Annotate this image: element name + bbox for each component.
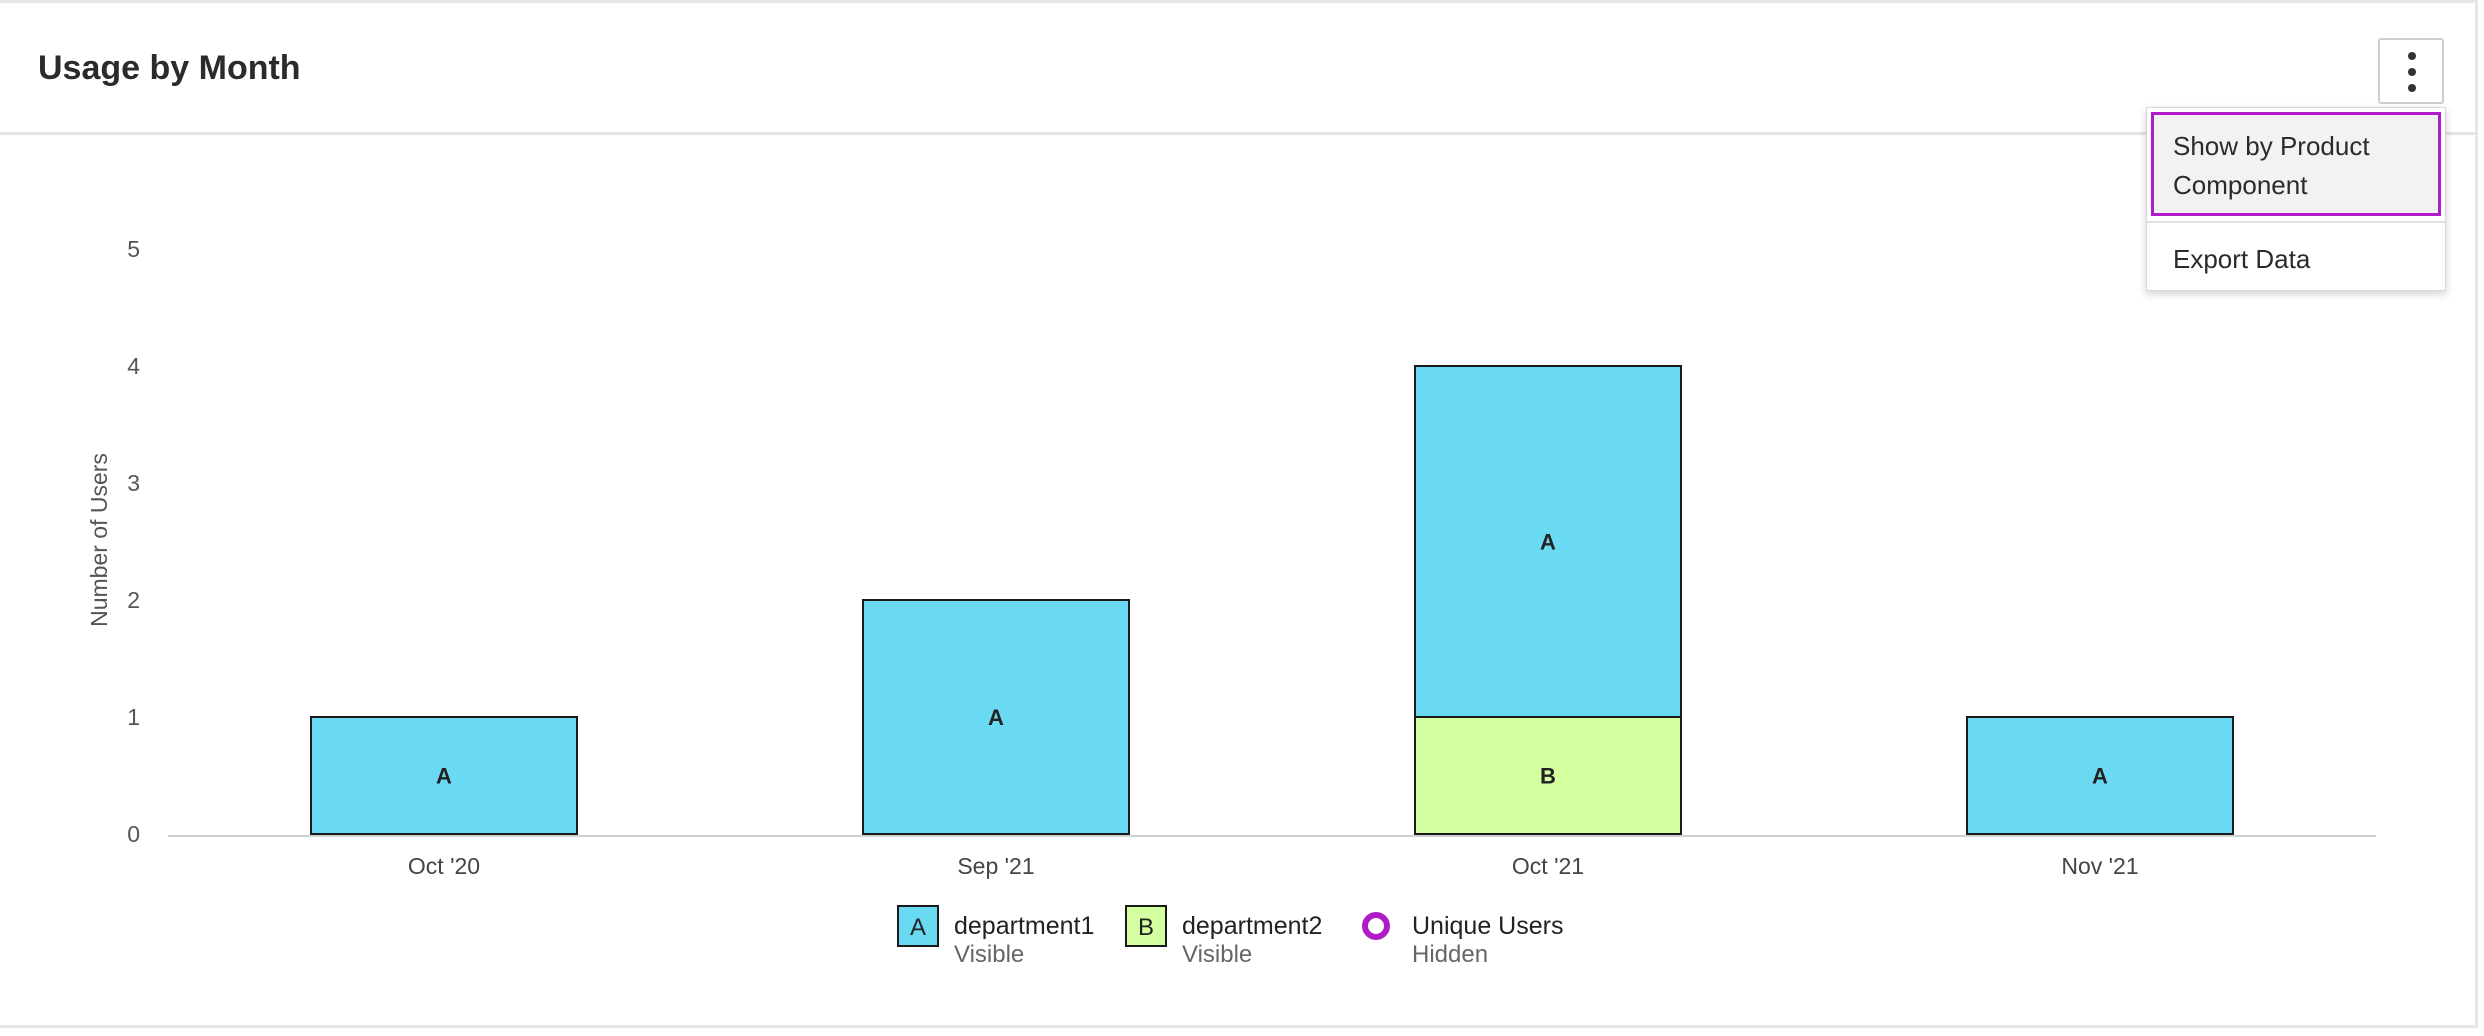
ring-icon <box>1362 912 1390 940</box>
legend-item-status: Visible <box>1182 941 1252 968</box>
card-header: Usage by Month <box>0 3 2476 135</box>
menu-item-show-by-product-component[interactable]: Show by Product Component <box>2151 112 2441 216</box>
legend-item-name: department1 <box>954 912 1094 940</box>
legend-item-status: Hidden <box>1412 941 1488 968</box>
card-title: Usage by Month <box>38 49 301 87</box>
legend-swatch <box>897 905 939 947</box>
legend-item-name: Unique Users <box>1412 912 1563 940</box>
menu-divider <box>2147 221 2445 223</box>
legend-swatch <box>1125 905 1167 947</box>
legend-item-status: Visible <box>954 941 1024 968</box>
legend-swatch-letter: B <box>1138 914 1154 941</box>
options-menu: Show by Product Component Export Data <box>2146 107 2446 291</box>
menu-item-export-data[interactable]: Export Data <box>2173 244 2311 274</box>
legend-item-name: department2 <box>1182 912 1322 940</box>
legend-swatch-letter: A <box>910 914 926 941</box>
more-options-icon[interactable] <box>2378 38 2444 104</box>
